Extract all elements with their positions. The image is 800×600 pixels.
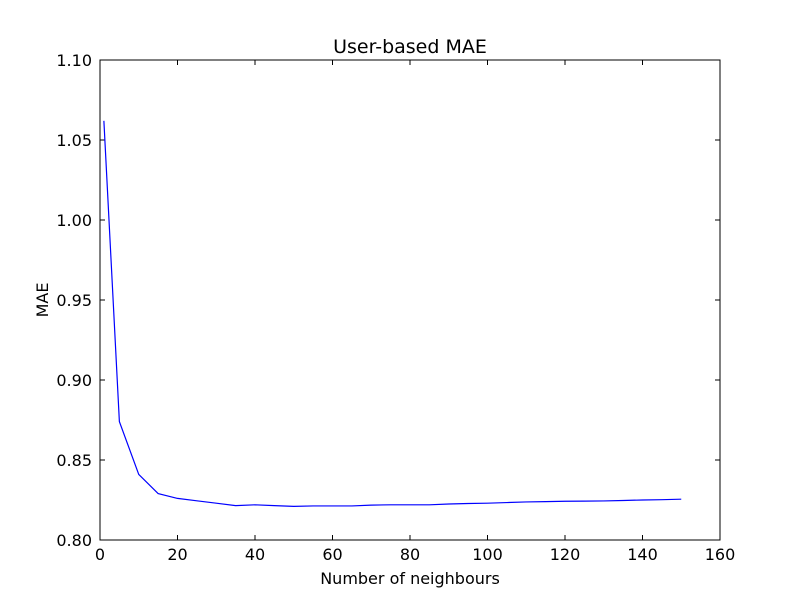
y-tick-label: 0.90: [56, 371, 92, 390]
y-tick-label: 0.80: [56, 531, 92, 550]
x-axis-label: Number of neighbours: [320, 569, 500, 588]
series-layer: [103, 120, 682, 508]
x-axis: 0 20 40 60 80 100 120 140 160: [95, 60, 735, 564]
x-tick-label: 160: [705, 545, 736, 564]
series-line: [103, 120, 682, 508]
x-tick-label: 140: [627, 545, 658, 564]
y-tick-label: 1.05: [56, 131, 92, 150]
y-tick-label: 0.85: [56, 451, 92, 470]
y-axis-label: MAE: [33, 283, 52, 318]
y-tick-label: 1.10: [56, 51, 92, 70]
chart-title: User-based MAE: [333, 36, 487, 58]
x-tick-label: 20: [167, 545, 187, 564]
y-axis: 0.80 0.85 0.90 0.95 1.00 1.05 1.10: [56, 51, 720, 550]
x-tick-label: 100: [472, 545, 503, 564]
x-tick-label: 120: [550, 545, 581, 564]
x-tick-label: 0: [95, 545, 105, 564]
y-tick-label: 0.95: [56, 291, 92, 310]
plot-area-frame: [99, 59, 721, 541]
y-tick-label: 1.00: [56, 211, 92, 230]
x-tick-label: 40: [245, 545, 265, 564]
x-tick-label: 80: [400, 545, 420, 564]
x-tick-label: 60: [322, 545, 342, 564]
